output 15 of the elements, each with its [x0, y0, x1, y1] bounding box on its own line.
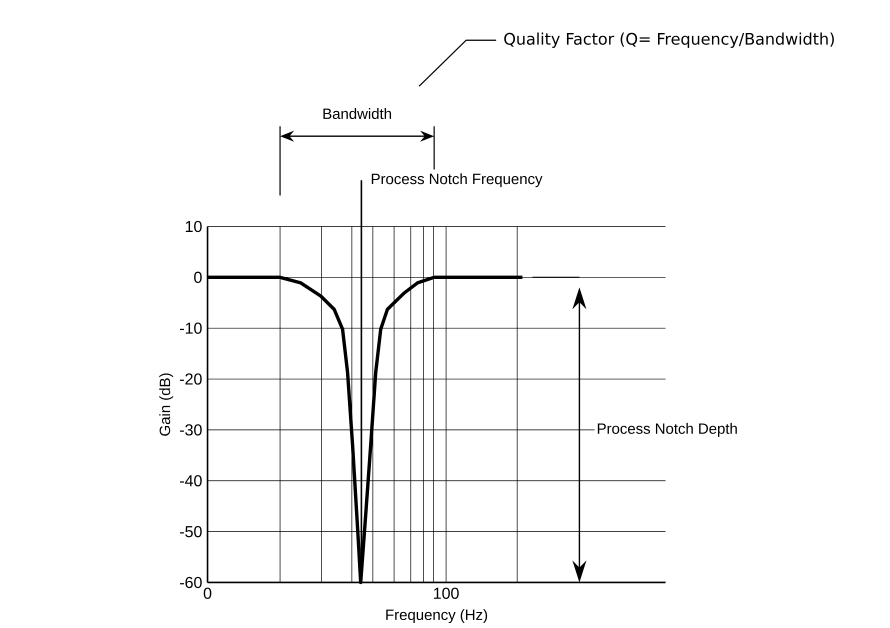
y-tick-label: -10 [180, 322, 202, 334]
text: Quality Factor (Q= Frequency/Bandwidth) [504, 32, 834, 48]
y-tick-label: -30 [180, 424, 202, 436]
y-tick-label: -50 [180, 526, 202, 538]
y-tick-label: 0 [194, 272, 202, 283]
y-tick-label: -20 [180, 373, 202, 385]
y-axis-title: Gain (dB) [159, 373, 174, 436]
y-tick-label: 10 [186, 220, 202, 232]
x-tick-label: 100 [434, 588, 459, 599]
y-tick-label: -60 [180, 576, 202, 588]
y-tick-label: -40 [180, 475, 202, 486]
x-axis-title: Frequency (Hz) [386, 609, 488, 624]
text: Bandwidth [323, 108, 392, 120]
annotation: Process Notch Depth [598, 422, 737, 437]
ref-line-label: Process Notch Frequency [372, 173, 542, 188]
